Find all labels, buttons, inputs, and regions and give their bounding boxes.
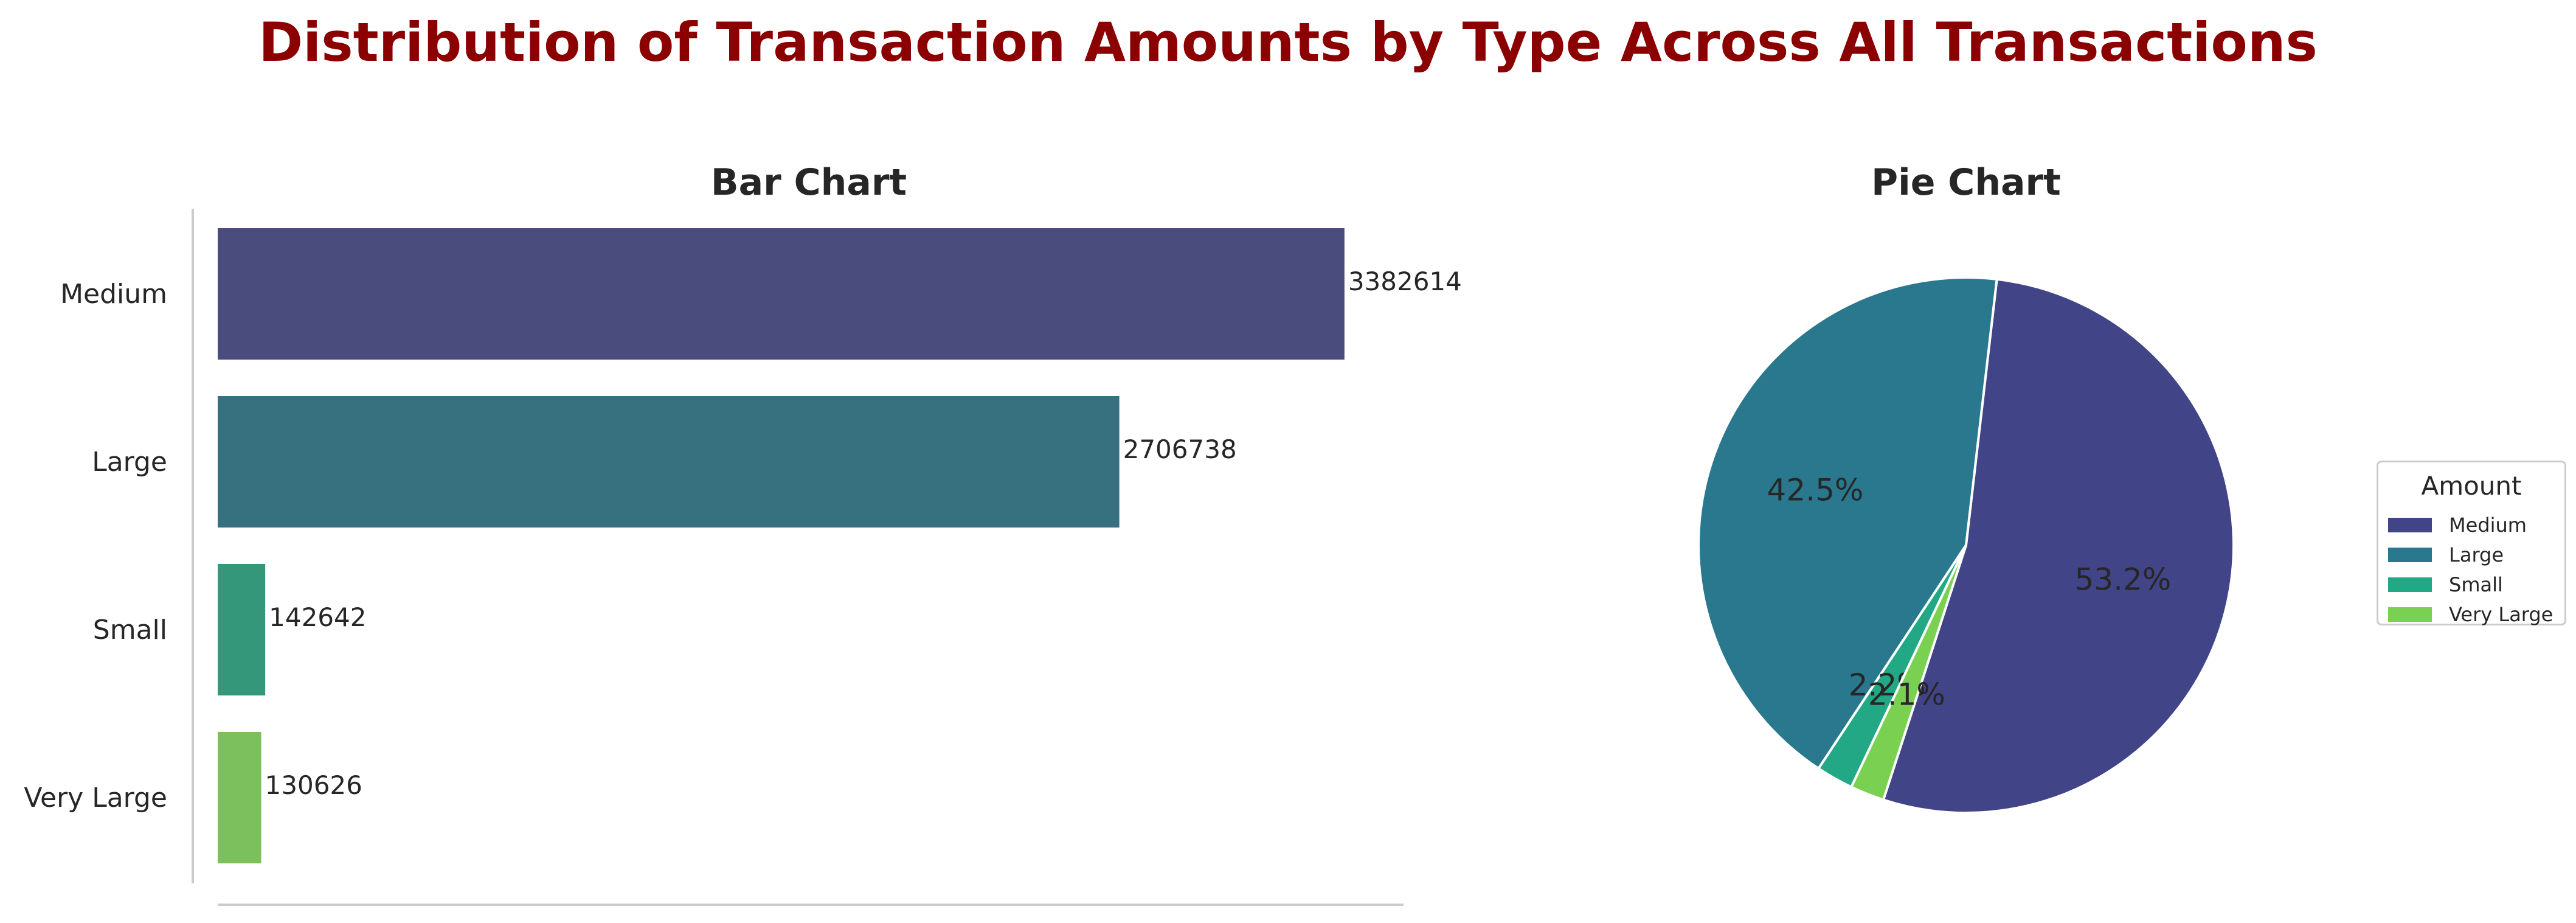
pie-slice-medium bbox=[1882, 277, 2235, 815]
legend-item-very-large: Very Large bbox=[2388, 599, 2553, 630]
pie-slice-very-large bbox=[1850, 544, 1967, 801]
bar-value-label-large: 2706738 bbox=[1123, 434, 1237, 464]
bar-chart-title: Bar Chart bbox=[711, 161, 907, 204]
legend-label-large: Large bbox=[2449, 543, 2504, 566]
pie-chart-title: Pie Chart bbox=[1871, 161, 2061, 204]
legend-item-medium: Medium bbox=[2388, 510, 2527, 540]
pie-percent-label-very-large: 2.1% bbox=[1868, 677, 1945, 712]
bar-very-large bbox=[218, 732, 261, 863]
pie-chart-panel: Pie Chart 53.2%42.5%2.2%2.1% bbox=[1697, 161, 2235, 815]
legend-label-small: Small bbox=[2449, 573, 2503, 596]
legend-title: Amount bbox=[2421, 471, 2522, 501]
pie-percent-label-medium: 53.2% bbox=[2075, 562, 2172, 597]
y-tick-label-medium: Medium bbox=[60, 279, 167, 310]
legend-swatch-medium bbox=[2388, 518, 2432, 532]
legend-swatch-small bbox=[2388, 577, 2432, 592]
legend-swatch-large bbox=[2388, 548, 2432, 562]
bar-small bbox=[218, 564, 266, 695]
y-tick-label-large: Large bbox=[92, 447, 167, 478]
legend-swatch-very-large bbox=[2388, 607, 2432, 622]
legend-item-large: Large bbox=[2388, 540, 2504, 570]
legend-label-very-large: Very Large bbox=[2449, 603, 2553, 626]
legend-label-medium: Medium bbox=[2449, 514, 2527, 537]
pie-slice-large bbox=[1697, 276, 1998, 770]
bar-value-label-very-large: 130626 bbox=[265, 770, 362, 800]
bar-medium bbox=[218, 228, 1345, 360]
y-tick-label-very-large: Very Large bbox=[24, 782, 167, 813]
pie-percent-label-large: 42.5% bbox=[1767, 473, 1864, 508]
bar-value-label-medium: 3382614 bbox=[1348, 266, 1462, 296]
pie-legend: Amount Medium Large Small Very Large bbox=[2377, 461, 2566, 626]
legend-item-small: Small bbox=[2388, 569, 2503, 600]
bar-value-label-small: 142642 bbox=[269, 602, 366, 632]
bar-large bbox=[218, 396, 1120, 528]
main-title: Distribution of Transaction Amounts by T… bbox=[258, 11, 2318, 74]
y-tick-label-small: Small bbox=[93, 615, 167, 646]
bar-chart-panel: Bar Chart Medium 3382614 Large 2706738 Small… bbox=[24, 161, 1462, 906]
